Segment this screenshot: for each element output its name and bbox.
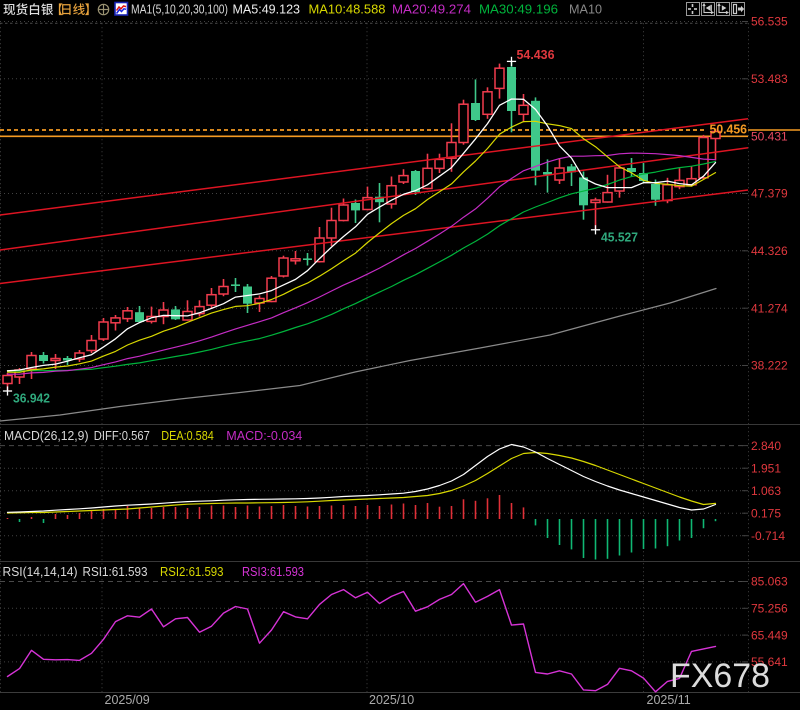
- svg-text:56.535: 56.535: [751, 15, 788, 29]
- svg-text:MA1(5,10,20,30,100): MA1(5,10,20,30,100): [131, 3, 228, 17]
- svg-text:38.222: 38.222: [751, 359, 788, 373]
- svg-text:2025/10: 2025/10: [369, 693, 414, 707]
- svg-text:DIFF:0.567: DIFF:0.567: [94, 429, 150, 443]
- svg-text:50.456: 50.456: [710, 122, 748, 137]
- svg-text:47.379: 47.379: [751, 187, 788, 201]
- svg-text:55.641: 55.641: [751, 655, 788, 669]
- svg-text:MA10: MA10: [569, 3, 602, 17]
- svg-text:MA5:49.123: MA5:49.123: [233, 3, 301, 17]
- svg-text:45.527: 45.527: [601, 230, 638, 245]
- svg-text:MACD(26,12,9): MACD(26,12,9): [4, 429, 89, 443]
- svg-text:2025/11: 2025/11: [647, 693, 691, 707]
- svg-text:85.063: 85.063: [751, 575, 788, 589]
- svg-text:RSI1:61.593: RSI1:61.593: [83, 565, 148, 579]
- svg-text:FX678: FX678: [670, 657, 770, 695]
- svg-text:54.436: 54.436: [517, 47, 555, 62]
- svg-text:2025/09: 2025/09: [105, 693, 150, 707]
- svg-text:0.175: 0.175: [751, 506, 781, 520]
- svg-text:DEA:0.584: DEA:0.584: [161, 429, 214, 443]
- svg-text:MA30:49.196: MA30:49.196: [479, 3, 558, 17]
- svg-text:RSI(14,14,14): RSI(14,14,14): [3, 565, 78, 579]
- svg-text:50.431: 50.431: [751, 129, 788, 143]
- svg-text:MA20:49.274: MA20:49.274: [392, 3, 471, 17]
- svg-text:36.942: 36.942: [13, 391, 50, 406]
- svg-text:RSI2:61.593: RSI2:61.593: [160, 565, 224, 579]
- svg-text:75.256: 75.256: [751, 602, 788, 616]
- svg-text:MACD:-0.034: MACD:-0.034: [226, 429, 302, 443]
- svg-text:2.840: 2.840: [751, 439, 781, 453]
- svg-text:1.951: 1.951: [751, 461, 781, 475]
- svg-text:44.326: 44.326: [751, 244, 788, 258]
- svg-text:RSI3:61.593: RSI3:61.593: [242, 565, 304, 579]
- svg-text:41.274: 41.274: [751, 301, 788, 315]
- svg-text:53.483: 53.483: [751, 72, 788, 86]
- svg-text:MA10:48.588: MA10:48.588: [309, 3, 386, 17]
- svg-text:1.063: 1.063: [751, 484, 781, 498]
- svg-text:-0.714: -0.714: [751, 529, 785, 543]
- svg-text:65.449: 65.449: [751, 628, 788, 642]
